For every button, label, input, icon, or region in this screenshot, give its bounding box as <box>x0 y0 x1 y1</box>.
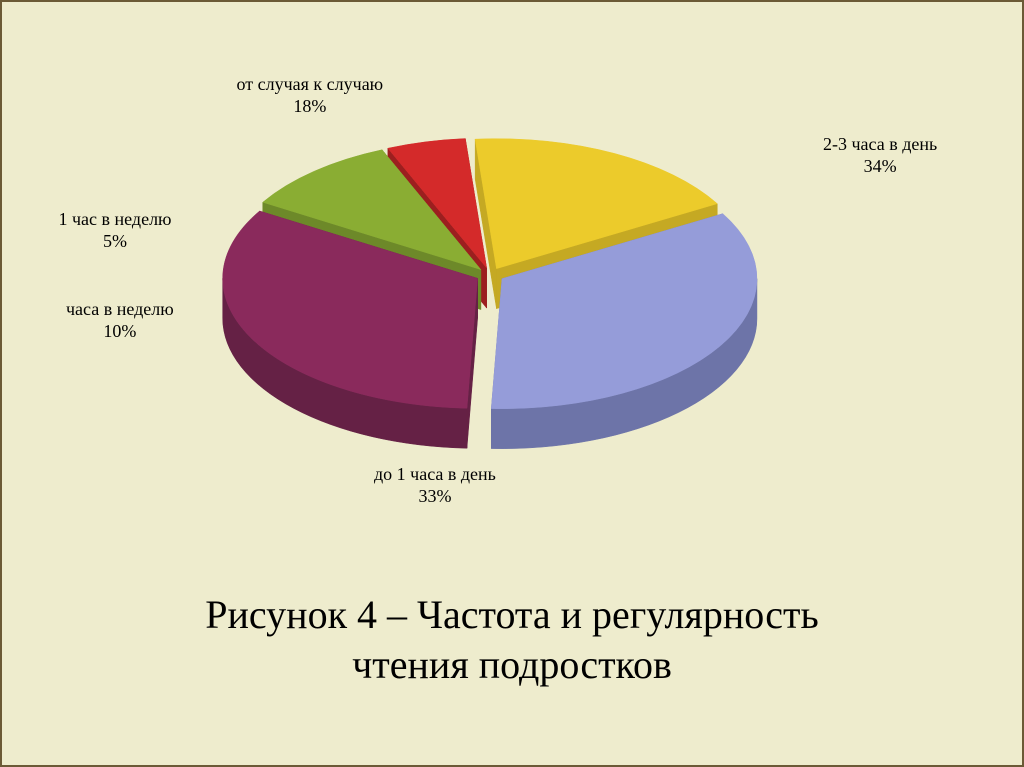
label-text: 1 час в неделю <box>59 208 172 231</box>
figure-caption: Рисунок 4 – Частота и регулярностьчтения… <box>0 590 1024 690</box>
label-value: 33% <box>374 485 496 508</box>
label-value: 10% <box>66 320 174 343</box>
label-text: до 1 часа в день <box>374 463 496 486</box>
label-text: от случая к случаю <box>237 73 384 96</box>
pie-slice-label: до 1 часа в день33% <box>374 463 496 508</box>
pie-slice-label: часа в неделю10% <box>66 298 174 343</box>
pie-slice-label: 1 час в неделю5% <box>59 208 172 253</box>
caption-line: чтения подростков <box>0 640 1024 690</box>
label-value: 18% <box>237 95 384 118</box>
label-value: 34% <box>823 155 937 178</box>
label-value: 5% <box>59 230 172 253</box>
slide-canvas: 2-3 часа в день34% до 1 часа в день33% час… <box>0 0 1024 767</box>
pie-chart: 2-3 часа в день34% до 1 часа в день33% час… <box>0 0 1024 560</box>
pie-slice-label: 2-3 часа в день34% <box>823 133 937 178</box>
label-text: 2-3 часа в день <box>823 133 937 156</box>
caption-line: Рисунок 4 – Частота и регулярность <box>0 590 1024 640</box>
label-text: часа в неделю <box>66 298 174 321</box>
pie-slice-label: от случая к случаю18% <box>237 73 384 118</box>
